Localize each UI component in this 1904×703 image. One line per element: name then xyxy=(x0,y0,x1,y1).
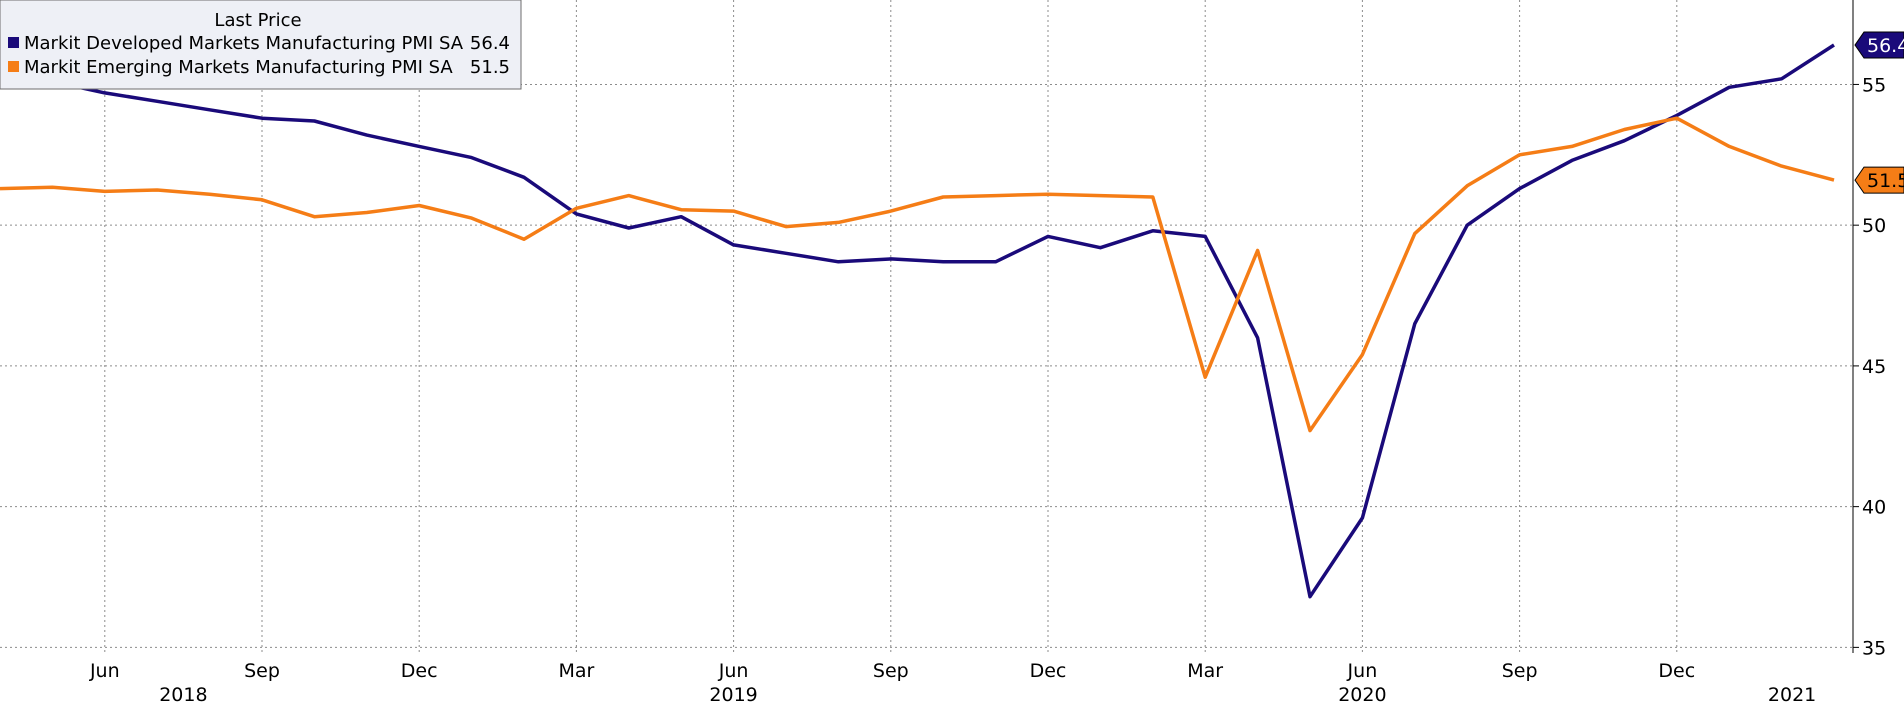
x-tick-label: Dec xyxy=(401,660,438,682)
grid xyxy=(0,0,1853,653)
legend-series-name: Markit Developed Markets Manufacturing P… xyxy=(24,33,464,54)
y-tick-label: 55 xyxy=(1862,74,1886,96)
x-tick-label: Dec xyxy=(1658,660,1695,682)
x-tick-label: Dec xyxy=(1030,660,1067,682)
x-tick-label: Sep xyxy=(244,660,280,682)
legend: Last Price Markit Developed Markets Manu… xyxy=(0,0,522,90)
x-year-label: 2018 xyxy=(159,684,207,703)
x-tick-label: Jun xyxy=(89,660,120,682)
x-tick-label: Mar xyxy=(1187,660,1223,682)
x-tick-label: Mar xyxy=(558,660,594,682)
legend-box xyxy=(0,0,522,90)
x-tick-label: Sep xyxy=(1502,660,1538,682)
series-line-developed xyxy=(0,43,1835,599)
legend-swatch xyxy=(8,61,19,72)
legend-title: Last Price xyxy=(214,10,301,31)
last-value-flag-emerging: 51.5 xyxy=(1854,166,1904,194)
series-lines xyxy=(0,43,1835,599)
legend-swatch xyxy=(8,37,19,48)
x-tick-label: Sep xyxy=(873,660,909,682)
last-value-flags: 56.4 51.5 xyxy=(1854,31,1904,194)
legend-series-value: 51.5 xyxy=(470,57,510,78)
flag-label: 56.4 xyxy=(1867,35,1904,57)
x-year-label: 2021 xyxy=(1768,684,1816,703)
series-line-emerging xyxy=(0,116,1835,433)
legend-series-value: 56.4 xyxy=(470,33,510,54)
x-year-label: 2019 xyxy=(709,684,757,703)
x-axis: Jun Sep Dec Mar Jun Sep Dec Mar Jun Sep Dec 2018 201… xyxy=(89,660,1816,703)
y-tick-label: 40 xyxy=(1862,497,1886,519)
legend-series-name: Markit Emerging Markets Manufacturing PM… xyxy=(24,57,453,78)
x-tick-label: Jun xyxy=(718,660,749,682)
last-value-flag-developed: 56.4 xyxy=(1854,31,1904,59)
y-axis: 35 40 45 50 55 xyxy=(1852,0,1886,659)
x-year-label: 2020 xyxy=(1338,684,1386,703)
y-tick-label: 35 xyxy=(1862,637,1886,659)
flag-shape xyxy=(1854,166,1904,194)
y-tick-label: 45 xyxy=(1862,356,1886,378)
y-tick-label: 50 xyxy=(1862,215,1886,237)
flag-shape xyxy=(1854,31,1904,59)
flag-label: 51.5 xyxy=(1867,170,1904,192)
x-tick-label: Jun xyxy=(1347,660,1378,682)
